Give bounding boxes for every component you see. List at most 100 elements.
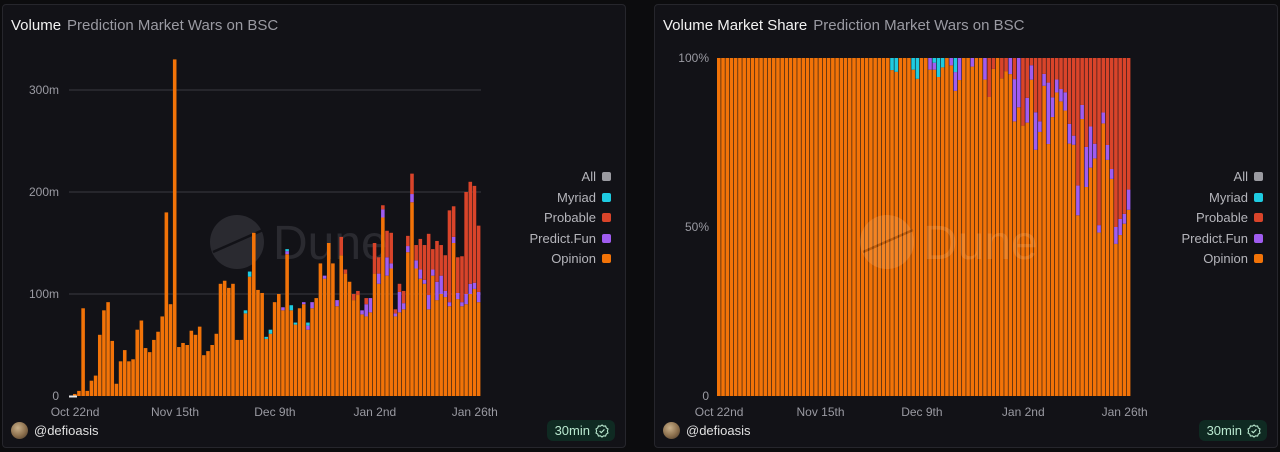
bar-opinion[interactable]	[73, 393, 77, 396]
bar-opinion[interactable]	[118, 361, 123, 396]
share-bar-opinion[interactable]	[822, 58, 827, 396]
share-bar-probable[interactable]	[1101, 58, 1106, 113]
share-bar-predict-fun[interactable]	[1084, 146, 1089, 187]
bar-opinion[interactable]	[152, 339, 156, 396]
bar-myriad[interactable]	[243, 310, 248, 314]
share-bar-opinion[interactable]	[1109, 178, 1114, 396]
share-bar-opinion[interactable]	[949, 65, 953, 396]
share-bar-opinion[interactable]	[852, 58, 856, 396]
share-bar-opinion[interactable]	[788, 58, 793, 396]
share-bar-probable[interactable]	[1114, 58, 1118, 227]
bar-probable[interactable]	[439, 245, 443, 276]
share-bar-opinion[interactable]	[721, 58, 725, 396]
bar-predict-fun[interactable]	[322, 275, 327, 279]
bar-probable[interactable]	[443, 255, 448, 291]
bar-opinion[interactable]	[406, 252, 410, 396]
bar-opinion[interactable]	[468, 294, 473, 396]
share-bar-probable[interactable]	[1042, 58, 1046, 74]
share-bar-predict-fun[interactable]	[949, 58, 953, 66]
share-bar-probable[interactable]	[1063, 58, 1068, 93]
share-bar-predict-fun[interactable]	[932, 62, 937, 70]
share-bar-opinion[interactable]	[1012, 121, 1017, 397]
share-bar-predict-fun[interactable]	[1029, 65, 1034, 80]
bar-predict-fun[interactable]	[439, 275, 443, 294]
bar-opinion[interactable]	[247, 276, 252, 396]
share-bar-opinion[interactable]	[843, 58, 848, 396]
bar-opinion[interactable]	[401, 309, 406, 396]
share-bar-opinion[interactable]	[881, 58, 886, 396]
share-bar-opinion[interactable]	[847, 58, 852, 396]
bar-probable[interactable]	[414, 245, 418, 261]
bar-opinion[interactable]	[310, 308, 314, 396]
bar-opinion[interactable]	[410, 202, 414, 396]
bar-opinion[interactable]	[89, 380, 94, 396]
share-bar-myriad[interactable]	[953, 58, 958, 73]
bar-opinion[interactable]	[264, 338, 269, 396]
share-bar-opinion[interactable]	[1097, 232, 1101, 396]
bar-opinion[interactable]	[360, 314, 364, 396]
share-bar-probable[interactable]	[1071, 58, 1076, 136]
bar-predict-fun[interactable]	[414, 260, 418, 269]
share-bar-predict-fun[interactable]	[1059, 89, 1063, 102]
bar-opinion[interactable]	[181, 342, 185, 396]
share-bar-probable[interactable]	[1080, 58, 1084, 105]
bar-opinion[interactable]	[331, 263, 335, 396]
bar-opinion[interactable]	[272, 302, 277, 396]
share-bar-predict-fun[interactable]	[1033, 112, 1038, 150]
share-bar-probable[interactable]	[1025, 58, 1030, 98]
bar-probable[interactable]	[385, 230, 389, 258]
bar-predict-fun[interactable]	[393, 313, 398, 317]
share-bar-opinion[interactable]	[890, 70, 894, 396]
bar-probable[interactable]	[381, 205, 385, 210]
bar-opinion[interactable]	[93, 375, 98, 396]
share-bar-probable[interactable]	[1097, 58, 1101, 226]
share-bar-opinion[interactable]	[1071, 144, 1076, 396]
share-bar-opinion[interactable]	[733, 58, 738, 396]
bar-probable[interactable]	[464, 192, 468, 294]
bar-predict-fun[interactable]	[422, 279, 427, 284]
bar-opinion[interactable]	[439, 294, 443, 396]
bar-opinion[interactable]	[397, 312, 402, 396]
bar-opinion[interactable]	[139, 320, 144, 396]
bar-opinion[interactable]	[106, 302, 110, 396]
share-bar-opinion[interactable]	[911, 69, 915, 396]
bar-opinion[interactable]	[426, 309, 431, 396]
share-bar-opinion[interactable]	[974, 58, 979, 396]
bar-opinion[interactable]	[326, 243, 331, 396]
bar-predict-fun[interactable]	[401, 303, 406, 310]
share-bar-opinion[interactable]	[797, 58, 801, 396]
bar-probable[interactable]	[356, 290, 360, 296]
share-bar-myriad[interactable]	[911, 58, 915, 70]
bar-opinion[interactable]	[202, 355, 206, 396]
bar-probable[interactable]	[451, 206, 456, 237]
share-bar-predict-fun[interactable]	[1012, 79, 1017, 122]
share-bar-predict-fun[interactable]	[1038, 121, 1042, 132]
bar-opinion[interactable]	[147, 352, 152, 396]
bar-probable[interactable]	[401, 290, 406, 304]
bar-predict-fun[interactable]	[460, 302, 464, 307]
legend-item-probable[interactable]: Probable	[530, 208, 611, 229]
share-bar-opinion[interactable]	[729, 58, 734, 396]
share-bar-opinion[interactable]	[991, 68, 996, 397]
bar-opinion[interactable]	[97, 334, 102, 396]
bar-probable[interactable]	[351, 294, 356, 301]
share-bar-predict-fun[interactable]	[1097, 225, 1101, 233]
share-bar-opinion[interactable]	[1101, 123, 1106, 397]
bar-predict-fun[interactable]	[418, 269, 423, 279]
share-bar-opinion[interactable]	[869, 58, 873, 396]
share-bar-probable[interactable]	[1105, 58, 1110, 145]
share-bar-probable[interactable]	[1084, 58, 1089, 147]
bar-opinion[interactable]	[77, 390, 81, 396]
bar-predict-fun[interactable]	[376, 273, 381, 284]
share-bar-opinion[interactable]	[1080, 119, 1084, 396]
bar-opinion[interactable]	[297, 308, 302, 396]
share-bar-opinion[interactable]	[877, 58, 882, 396]
share-bar-opinion[interactable]	[957, 80, 962, 396]
share-bar-probable[interactable]	[1126, 58, 1131, 190]
bar-opinion[interactable]	[172, 59, 177, 397]
bar-opinion[interactable]	[372, 273, 377, 396]
share-bar-predict-fun[interactable]	[1126, 189, 1131, 210]
share-bar-opinion[interactable]	[864, 58, 869, 396]
bar-probable[interactable]	[343, 269, 348, 274]
share-bar-myriad[interactable]	[890, 58, 894, 71]
